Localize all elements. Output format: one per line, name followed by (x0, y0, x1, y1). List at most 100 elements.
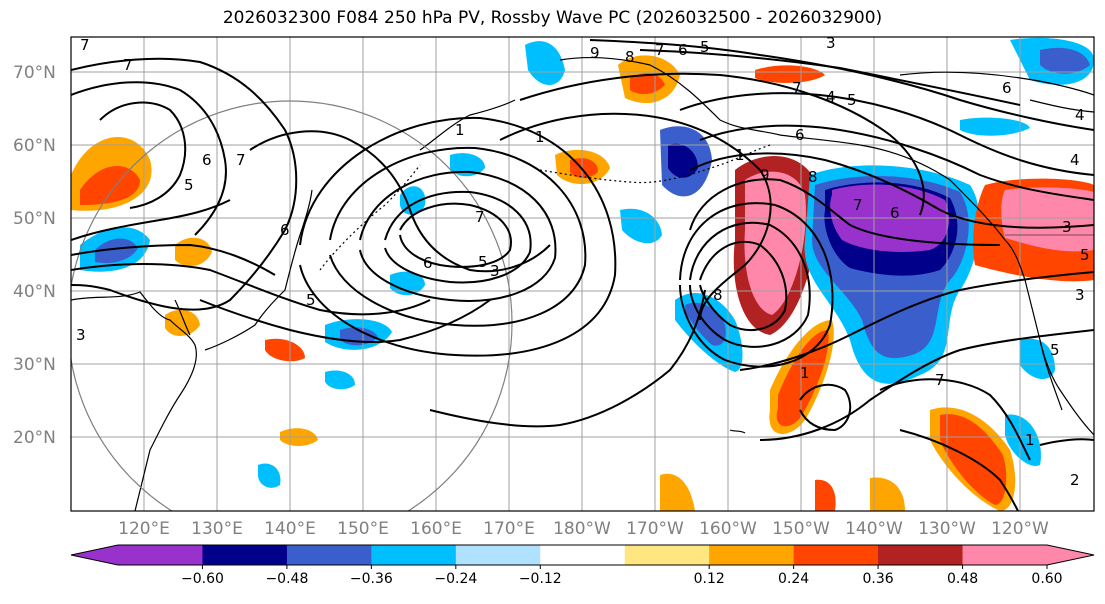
contour-line (359, 170, 557, 302)
contour-label: 6 (890, 204, 900, 222)
contour-line (639, 49, 1021, 106)
lon-label: 170°E (483, 519, 535, 539)
lat-label: 60°N (13, 136, 56, 156)
contour-line (71, 243, 276, 276)
contour-line (399, 202, 512, 268)
contour-label: 4 (1070, 151, 1080, 169)
lon-label: 150°E (337, 519, 389, 539)
positive-anomaly-small2 (660, 473, 695, 511)
contour-line (879, 378, 1031, 461)
colorbar-segment (624, 545, 710, 565)
coast-korea (174, 299, 191, 336)
strong-positive-bering (630, 73, 665, 95)
contour-line (899, 429, 1019, 511)
colorbar-tick-label: 0.24 (778, 571, 809, 587)
negative-anomaly-bering (525, 41, 565, 85)
colorbar: −0.60 −0.48 −0.36 −0.24 −0.12 0.12 0.24 0.36 0.4… (70, 544, 1095, 587)
contour-line (429, 289, 706, 428)
positive-anomaly-gulf-inner (744, 171, 806, 315)
positive-anomaly-small4 (870, 477, 905, 511)
colorbar-tick-label: −0.48 (265, 571, 308, 587)
lat-label: 30°N (13, 355, 56, 375)
positive-anomaly-arctic (755, 65, 825, 83)
negative-anomaly-pacific2 (390, 271, 425, 296)
contour-line (71, 199, 231, 241)
contour-label: 5 (478, 253, 488, 271)
contour-label: 6 (280, 221, 290, 239)
strong-positive-anomaly-asia (80, 166, 140, 205)
negative-core-arctic (1040, 47, 1090, 74)
coast-alaska (559, 56, 1006, 241)
contour-label: 7 (792, 79, 802, 97)
colorbar-tick-label: −0.36 (350, 571, 393, 587)
contour-line (99, 101, 187, 209)
positive-anomaly-japan2 (265, 338, 305, 362)
map-title: 2026032300 F084 250 hPa PV, Rossby Wave … (222, 8, 883, 28)
contour-line (689, 221, 811, 348)
colorbar-tick-label: 0.48 (947, 571, 978, 587)
contour-label: 3 (1062, 218, 1072, 236)
contour-line (739, 271, 1094, 371)
colorbar-segment (709, 545, 795, 565)
positive-anomaly-subtropic1-inner (776, 330, 829, 427)
pv-shading (71, 37, 1094, 511)
contour-label: 5 (1050, 341, 1060, 359)
contour-label: 3 (76, 326, 86, 344)
contour-line (329, 146, 587, 327)
contour-label: 1 (800, 364, 810, 382)
coast-bc (1004, 239, 1026, 281)
positive-anomaly-japan (165, 309, 200, 336)
colorbar-segment (878, 545, 964, 565)
colorbar-segment (962, 545, 1048, 565)
contour-label: 5 (184, 176, 194, 194)
negative-anomaly-small6 (325, 370, 355, 390)
contour-line (71, 81, 227, 236)
colorbar-tick-label: −0.60 (181, 571, 224, 587)
colorbar-outline (70, 544, 1095, 566)
colorbar-extend-low (71, 545, 118, 565)
coast-us-west (1024, 279, 1094, 436)
colorbar-segment (286, 545, 372, 565)
contour-labels: 7 7 6 5 1 9 8 7 6 5 3 7 4 5 6 1 6 7 6 5 … (76, 36, 1090, 489)
contour-label: 4 (1075, 106, 1085, 124)
lat-label: 50°N (13, 209, 56, 229)
lon-label: 160°E (410, 519, 462, 539)
contour-label: 6 (202, 151, 212, 169)
contour-label: 7 (475, 208, 485, 226)
lon-label: 130°E (191, 519, 243, 539)
colorbar-segment (118, 545, 203, 565)
contour-line (689, 178, 1001, 246)
contour-label: 5 (847, 91, 857, 109)
contour-line (1039, 438, 1094, 446)
contour-label: 6 (795, 126, 805, 144)
lat-label: 70°N (13, 63, 56, 83)
contour-label: 5 (700, 38, 710, 56)
contour-label: 8 (625, 48, 635, 66)
contour-line (249, 130, 551, 273)
contour-label: 9 (760, 166, 770, 184)
contour-line (699, 124, 1094, 201)
negative-anomaly-canada (960, 117, 1030, 136)
map-frame (70, 36, 1095, 512)
negative-anomaly-pacific4 (450, 153, 485, 177)
longitude-labels: 120°E 130°E 140°E 150°E 160°E 170°E 180°… (118, 519, 1049, 539)
colorbar-segment (371, 545, 457, 565)
lon-label: 170°W (626, 519, 684, 539)
lon-label: 150°W (772, 519, 830, 539)
coast-canada-n (899, 71, 1094, 96)
contour-line (499, 112, 772, 321)
colorbar-tick-label: 0.60 (1031, 571, 1062, 587)
lon-label: 160°W (699, 519, 757, 539)
negative-core-asia (95, 238, 138, 264)
contour-label: 7 (80, 36, 90, 54)
colorbar-segment (540, 545, 626, 565)
contour-label: 3 (1075, 286, 1085, 304)
contour-label: 1 (1025, 431, 1035, 449)
contour-label: 7 (935, 371, 945, 389)
contour-label: 1 (455, 121, 465, 139)
coast-baja (1039, 339, 1063, 411)
contour-label: 1 (535, 128, 545, 146)
colorbar-segment (793, 545, 879, 565)
contour-label: 5 (1080, 246, 1090, 264)
lat-label: 20°N (13, 428, 56, 448)
